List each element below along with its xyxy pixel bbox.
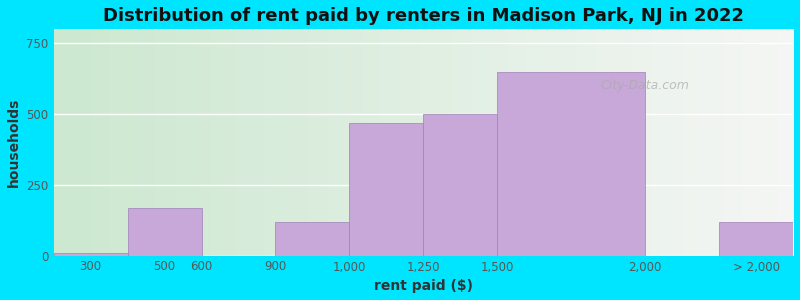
Text: City-Data.com: City-Data.com <box>601 80 690 92</box>
Title: Distribution of rent paid by renters in Madison Park, NJ in 2022: Distribution of rent paid by renters in … <box>103 7 744 25</box>
X-axis label: rent paid ($): rent paid ($) <box>374 279 473 293</box>
Bar <box>423 114 498 256</box>
Bar <box>127 208 202 256</box>
Bar <box>275 222 350 256</box>
Bar <box>719 222 793 256</box>
Bar <box>350 123 423 256</box>
Bar <box>498 72 645 256</box>
Y-axis label: households: households <box>7 98 21 187</box>
Bar <box>54 253 127 256</box>
